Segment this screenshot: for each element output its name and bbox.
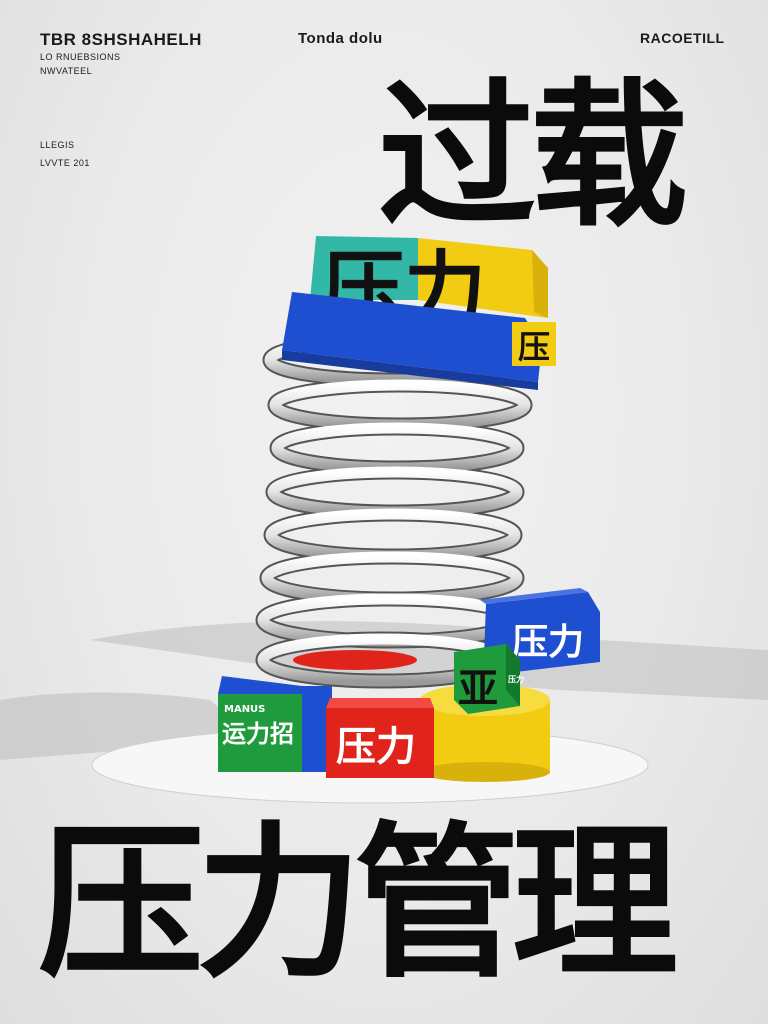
headline-top: 过载 — [378, 65, 688, 249]
green-cube-label: 亚 — [458, 666, 498, 712]
left-green-small-label: MANUS — [224, 704, 265, 715]
spring-coils — [255, 332, 533, 689]
right-blue-label: 压力 — [512, 622, 584, 663]
header-title: TBR 8SHSHAHELH — [40, 30, 202, 49]
red-block: 压力 — [326, 698, 434, 778]
yellow-cylinder — [420, 684, 550, 782]
left-green-block: MANUS 运力招 — [218, 676, 332, 772]
green-cube: 亚 压力 — [454, 644, 524, 714]
blue-slab: 压 — [282, 292, 556, 390]
header-line-2: NWVATEEL — [40, 66, 93, 76]
red-disk — [293, 650, 417, 670]
top-side-label: 压 — [518, 328, 550, 366]
green-cube-side-label: 压力 — [508, 674, 524, 684]
header-line-1: LO RNUEBSIONS — [40, 52, 121, 62]
red-block-label: 压力 — [336, 724, 416, 770]
header-right-text: RACOETILL — [640, 30, 725, 46]
left-green-label: 运力招 — [222, 720, 294, 748]
headline-bottom: 压力管理 — [38, 808, 678, 1001]
header-line-4: LVVTE 201 — [40, 158, 90, 168]
header-center-text: Tonda dolu — [298, 30, 383, 47]
header-line-3: LLEGIS — [40, 140, 75, 150]
